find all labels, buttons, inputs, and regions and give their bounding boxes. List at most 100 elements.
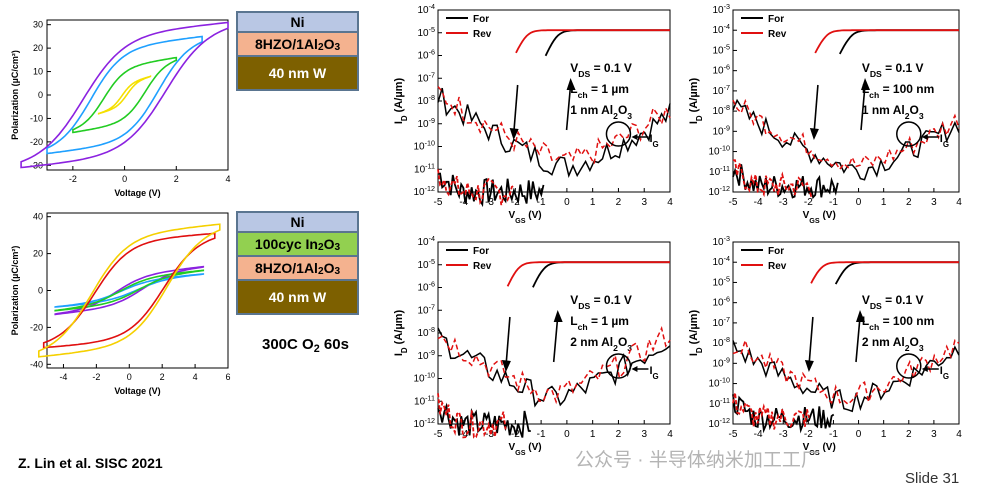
x-axis-label: VGS (V) [803,442,836,457]
y-tick-label: 10-6 [417,279,435,294]
y-tick-label: 10-8 [712,335,730,350]
y-tick-label: 10-8 [417,93,435,108]
gate-leakage-circle [605,121,632,147]
x-tick-label: -5 [434,429,443,440]
gate-leakage-forward [732,98,960,181]
y-tick-label: -20 [30,322,43,332]
y-tick-label: 10-7 [712,314,730,329]
y-tick-label: 10-11 [414,161,435,176]
x-tick-label: 3 [931,197,937,208]
reverse-arrow-head [804,360,814,372]
forward-sweep-curve-offstate [732,394,835,434]
x-tick-label: -4 [754,429,763,440]
vds-annotation: VDS = 0.1 V [862,61,924,79]
y-tick-label: -20 [30,137,43,147]
x-tick-label: 0 [856,197,862,208]
forward-arrow-head [553,310,563,322]
stack-top-w: 40 nm W [236,55,359,91]
x-tick-label: -1 [829,429,838,440]
y-axis-label: ID (A/µm) [688,78,704,125]
forward-arrow-head [856,310,865,322]
forward-sweep-curve [544,29,670,57]
y-tick-label: 0 [38,90,43,100]
x-tick-label: -2 [92,372,100,382]
x-tick-label: 1 [590,429,596,440]
y-tick-label: 10-7 [712,82,730,97]
vds-annotation: VDS = 0.1 V [570,61,632,79]
x-axis-label: Voltage (V) [114,386,160,396]
y-tick-label: 10-4 [417,234,435,249]
y-tick-label: 10 [33,67,43,77]
gate-leakage-circle [896,353,922,379]
lch-annotation: Lch = 1 µm [570,314,629,332]
y-tick-label: 10-7 [417,70,435,85]
x-tick-label: -1 [537,429,546,440]
pe-loop-loop-3 [54,269,205,312]
dielectric-annotation: 2 nm Al2O3 [862,335,924,353]
dielectric-annotation: 1 nm Al2O3 [862,103,924,121]
y-axis-label: ID (A/µm) [393,78,409,125]
forward-sweep-curve [834,261,959,285]
stack-bottom-ino: 100cyc In 2 O 3 [236,231,359,257]
x-tick-label: -2 [511,197,520,208]
x-tick-label: 3 [641,429,647,440]
y-tick-label: 40 [33,212,43,222]
idvg-plot-1: -5 -4 -3 -2 -1 0 1 2 3 4 10-12 10-11 10-10 10-9 10-8 10… [393,2,673,225]
x-tick-label: 4 [667,429,673,440]
x-tick-label: 2 [906,197,912,208]
x-axis-label: VGS (V) [508,442,541,457]
gate-leakage-pointer-head [631,366,638,372]
y-tick-label: 10-9 [712,355,730,370]
y-tick-label: 20 [33,43,43,53]
gate-leakage-circle [605,353,632,379]
y-tick-label: 10-4 [712,254,730,269]
y-tick-label: 10-11 [414,393,435,408]
reverse-arrow-shaft [505,316,511,368]
pe-loop-loop-3 [46,35,203,155]
x-tick-label: -2 [804,197,813,208]
vds-annotation: VDS = 0.1 V [862,293,924,311]
x-tick-label: 2 [174,174,179,184]
x-axis-label: VGS (V) [803,210,836,225]
y-tick-label: 10-10 [708,375,730,390]
gate-leakage-forward [732,340,960,413]
forward-arrow-head [566,78,576,90]
stack-bottom-hzo: 8HZO/1Al 2 O 3 [236,255,359,281]
x-tick-label: 4 [956,429,962,440]
x-axis-label: VGS (V) [508,210,541,225]
reverse-arrow-head [501,360,511,372]
gate-leakage-reverse [437,86,671,166]
reverse-arrow-shaft [813,84,819,136]
legend-for-label: For [473,246,489,257]
y-tick-label: 10-10 [413,138,435,153]
x-tick-label: 1 [590,197,596,208]
x-tick-label: -5 [729,429,738,440]
reverse-sweep-curve-offstate [732,159,814,198]
gate-leakage-reverse [732,337,960,406]
y-tick-label: 10-5 [712,42,730,57]
y-tick-label: 10-11 [709,163,730,178]
x-tick-label: -5 [729,197,738,208]
dielectric-annotation: 1 nm Al2O3 [570,103,632,121]
reverse-arrow-shaft [808,316,814,368]
lch-annotation: Lch = 1 µm [570,82,629,100]
y-axis-label: Polarization (µC/cm²) [10,246,20,336]
reverse-sweep-curve-offstate [437,169,515,206]
citation: Z. Lin et al. SISC 2021 [18,455,163,471]
x-tick-label: -3 [485,197,494,208]
forward-sweep-curve-offstate [437,172,545,208]
legend-rev-label: Rev [473,261,492,272]
stack-top-hzo: 8HZO/1Al 2 O 3 [236,31,359,57]
y-tick-label: 10-8 [712,103,730,118]
y-tick-label: 10-7 [417,302,435,317]
x-tick-label: 6 [225,372,230,382]
reverse-arrow-head [509,128,519,140]
stack-top-ni: Ni [236,11,359,33]
forward-arrow-shaft [552,316,559,363]
x-tick-label: 1 [881,197,887,208]
reverse-sweep-curve [515,29,670,54]
pe-loop-loop-2 [72,56,178,134]
vds-annotation: VDS = 0.1 V [570,293,632,311]
y-tick-label: -40 [30,359,43,369]
